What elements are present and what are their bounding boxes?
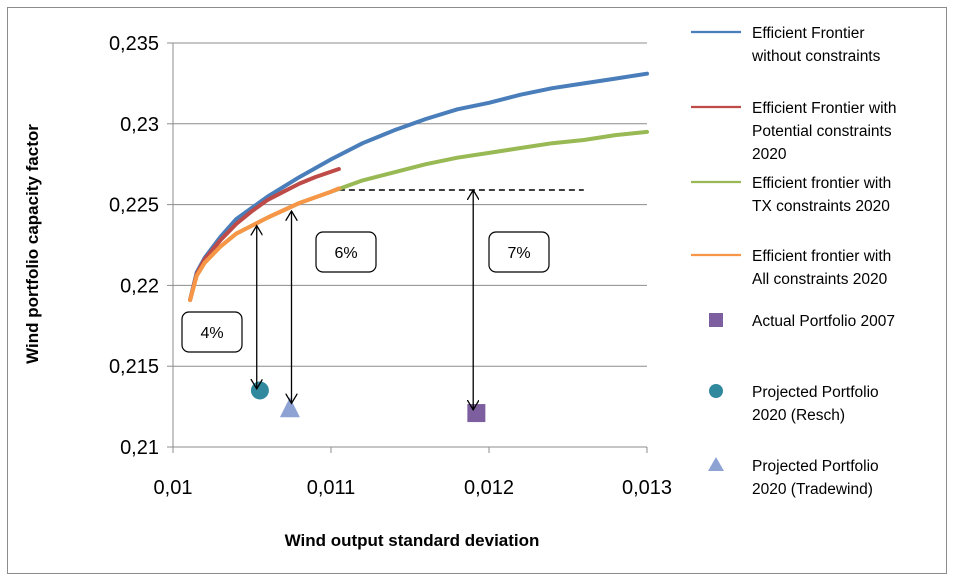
y-tick-label: 0,22 [120, 275, 159, 297]
legend-label: Potential constraints [752, 123, 892, 140]
annotation-label: 6% [334, 245, 357, 262]
marker-triangle [279, 397, 300, 418]
y-tick-label: 0,21 [120, 437, 159, 459]
x-axis-title: Wind output standard deviation [285, 531, 540, 550]
annotation-layer: 4% 6% 7% [181, 190, 550, 410]
chart-frame [7, 7, 947, 574]
legend-label: Efficient Frontier [752, 25, 865, 42]
x-tick-label: 0,012 [464, 477, 514, 499]
legend-label: 2020 (Resch) [752, 407, 845, 424]
legend-label: 2020 [752, 146, 787, 163]
y-axis-title: Wind portfolio capacity factor [23, 124, 42, 364]
x-tick-label: 0,011 [307, 477, 356, 499]
legend-label: 2020 (Tradewind) [752, 481, 873, 498]
annotation-box [488, 231, 550, 273]
legend-label: Projected Portfolio [752, 384, 879, 401]
plot-area-border [172, 43, 647, 448]
x-tick-label: 0,01 [154, 477, 193, 499]
y-tick-label: 0,215 [109, 356, 159, 378]
legend-label: Projected Portfolio [752, 458, 879, 475]
legend-swatch-circle [709, 384, 723, 398]
x-tick-label: 0,013 [622, 477, 672, 499]
marker-circle [250, 381, 269, 400]
legend-label: Efficient frontier with [752, 248, 891, 265]
legend-label: without constraints [751, 48, 881, 65]
legend-label: All constraints 2020 [752, 271, 888, 288]
legend-label: TX constraints 2020 [752, 198, 890, 215]
gridlines [173, 42, 647, 448]
y-axis-ticks: 0,21 0,215 0,22 0,225 0,23 0,235 [109, 33, 173, 459]
legend-label: Efficient frontier with [752, 175, 891, 192]
series-line-1 [188, 71, 649, 302]
annotation-label: 7% [507, 245, 530, 262]
series-layer [188, 71, 649, 423]
legend-label: Efficient Frontier with [752, 100, 896, 117]
annotation-box [181, 311, 243, 353]
y-tick-label: 0,225 [109, 195, 159, 217]
legend: Efficient Frontier without constraints Eff… [691, 25, 896, 498]
marker-square [467, 404, 486, 423]
annotation-box [315, 231, 377, 273]
series-line-2 [188, 167, 341, 302]
legend-label: Actual Portfolio 2007 [752, 313, 895, 330]
y-tick-label: 0,235 [109, 33, 159, 55]
legend-swatch-triangle [708, 457, 724, 471]
annotation-label: 4% [200, 325, 223, 342]
series-line-3 [188, 129, 649, 302]
x-axis-ticks: 0,01 0,011 0,012 0,013 [154, 447, 672, 499]
y-tick-label: 0,23 [120, 114, 159, 136]
series-line-4 [188, 186, 341, 302]
legend-swatch-square [709, 313, 723, 327]
